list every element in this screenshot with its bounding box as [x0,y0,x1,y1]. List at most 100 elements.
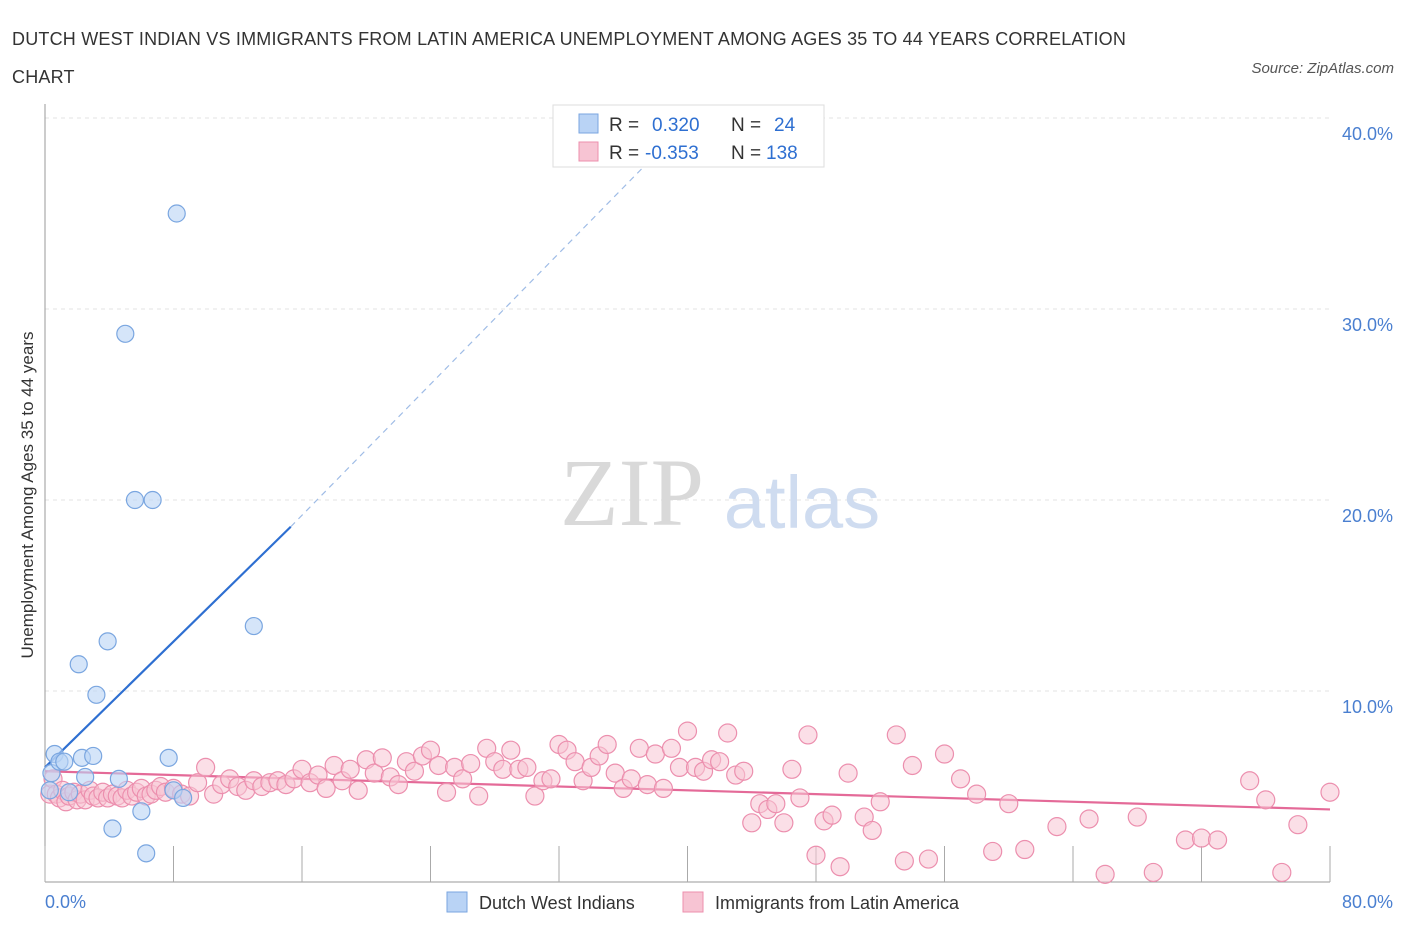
legend-swatch-blue [578,113,599,134]
latin-america-point [999,794,1019,814]
latin-america-point [822,805,842,825]
bottom-legend-swatch-blue [446,891,468,913]
dutch-west-indian-point [103,819,122,838]
latin-america-point [469,786,489,806]
dutch-west-indian-point [76,767,95,787]
latin-america-point [798,725,818,745]
latin-america-point [565,752,585,772]
latin-america-point [830,857,850,877]
latin-america-point [870,792,890,812]
legend-swatch-pink [578,141,599,162]
latin-america-point [1015,839,1035,860]
latin-america-point [734,761,754,781]
bottom-legend-label-pink: Immigrants from Latin America [715,893,960,913]
latin-america-point [886,725,906,745]
latin-america-point [1256,790,1276,810]
latin-america-point [934,744,955,764]
latin-america-point [645,744,665,764]
latin-america-point [637,774,657,795]
dutch-west-indian-point [125,490,145,510]
latin-america-point [782,759,802,779]
latin-america-point [388,774,408,795]
dutch-west-indian-point [109,769,128,788]
axes [44,104,1331,883]
y-axis-title: Unemployment Among Ages 35 to 44 years [18,332,37,659]
latin-america-point [774,813,794,833]
series-legend: Dutch West Indians Immigrants from Latin… [446,891,960,913]
latin-america-point [436,782,457,802]
latin-america-point [1095,864,1115,884]
latin-america-point [621,769,641,789]
dutch-west-indian-point [55,752,74,771]
latin-america-point [742,813,762,833]
legend-r-value-1: 0.320 [652,115,700,136]
latin-america-point [493,759,513,779]
blue-trend-extension [290,146,664,528]
latin-america-point [902,755,922,776]
latin-america-point [541,769,561,789]
latin-america-point [806,845,826,865]
latin-america-point [372,748,392,768]
latin-america-point [316,778,336,799]
dutch-west-indian-point [40,781,59,800]
legend-n-label-1: N = [731,115,761,136]
latin-america-point [790,788,810,808]
latin-america-point [501,740,521,760]
bottom-legend-label-blue: Dutch West Indians [479,893,635,913]
blue-trend-line [44,525,292,769]
latin-america-point [525,786,545,806]
latin-america-point [428,755,449,776]
stats-legend: R = 0.320 N = 24 R = -0.353 N = 138 [552,104,825,168]
grid-lines [45,117,1330,692]
latin-america-point [718,723,738,743]
latin-america-point [918,849,939,869]
latin-america-point [766,794,786,814]
chart-title: DUTCH WEST INDIAN VS IMMIGRANTS FROM LAT… [12,29,1127,87]
latin-america-point [453,769,473,789]
watermark-atlas: atlas [724,461,880,544]
series-dutch-west-indians-points [40,204,263,863]
legend-n-label-2: N = [731,143,761,164]
dutch-west-indian-point [59,783,79,802]
legend-n-value-2: 138 [766,143,798,164]
dutch-west-indian-point [132,802,151,821]
source-label: Source: ZipAtlas.com [1251,60,1394,77]
dutch-west-indian-point [244,616,263,636]
latin-america-point [669,757,690,778]
latin-america-point [1191,828,1212,848]
latin-america-point [1288,815,1308,835]
y-tick-label-2: 30.0% [1342,315,1393,335]
latin-america-point [967,784,987,804]
latin-america-point [677,721,698,741]
latin-america-point [196,757,216,778]
latin-america-point [461,753,481,774]
tick-labels: 10.0% 20.0% 30.0% 40.0% 0.0% 80.0% [45,124,1393,912]
legend-r-label-2: R = [609,143,639,164]
dutch-west-indian-point [98,632,117,651]
latin-america-point [1207,830,1228,850]
latin-america-point [710,752,730,772]
dutch-west-indian-point [174,788,193,808]
latin-america-point [950,769,971,789]
x-tick-label-0: 0.0% [45,892,86,912]
latin-america-point [894,851,914,871]
latin-america-point [1240,771,1260,791]
watermark-zip: ZIP [560,439,704,546]
latin-america-point [404,761,425,781]
dutch-west-indian-point [69,655,88,674]
x-tick-label-1: 80.0% [1342,892,1393,912]
watermark: ZIP atlas [560,439,880,546]
latin-america-point [653,778,674,799]
dutch-west-indian-point [87,685,106,704]
dutch-west-indian-point [84,746,103,766]
legend-r-label-1: R = [609,115,639,136]
y-tick-label-1: 20.0% [1342,506,1393,526]
dutch-west-indian-point [143,490,162,510]
latin-america-point [597,734,617,755]
latin-america-point [420,740,441,760]
y-tick-label-0: 10.0% [1342,697,1393,717]
latin-america-point [1047,817,1067,837]
latin-america-point [187,773,208,793]
latin-america-point [1272,862,1292,883]
